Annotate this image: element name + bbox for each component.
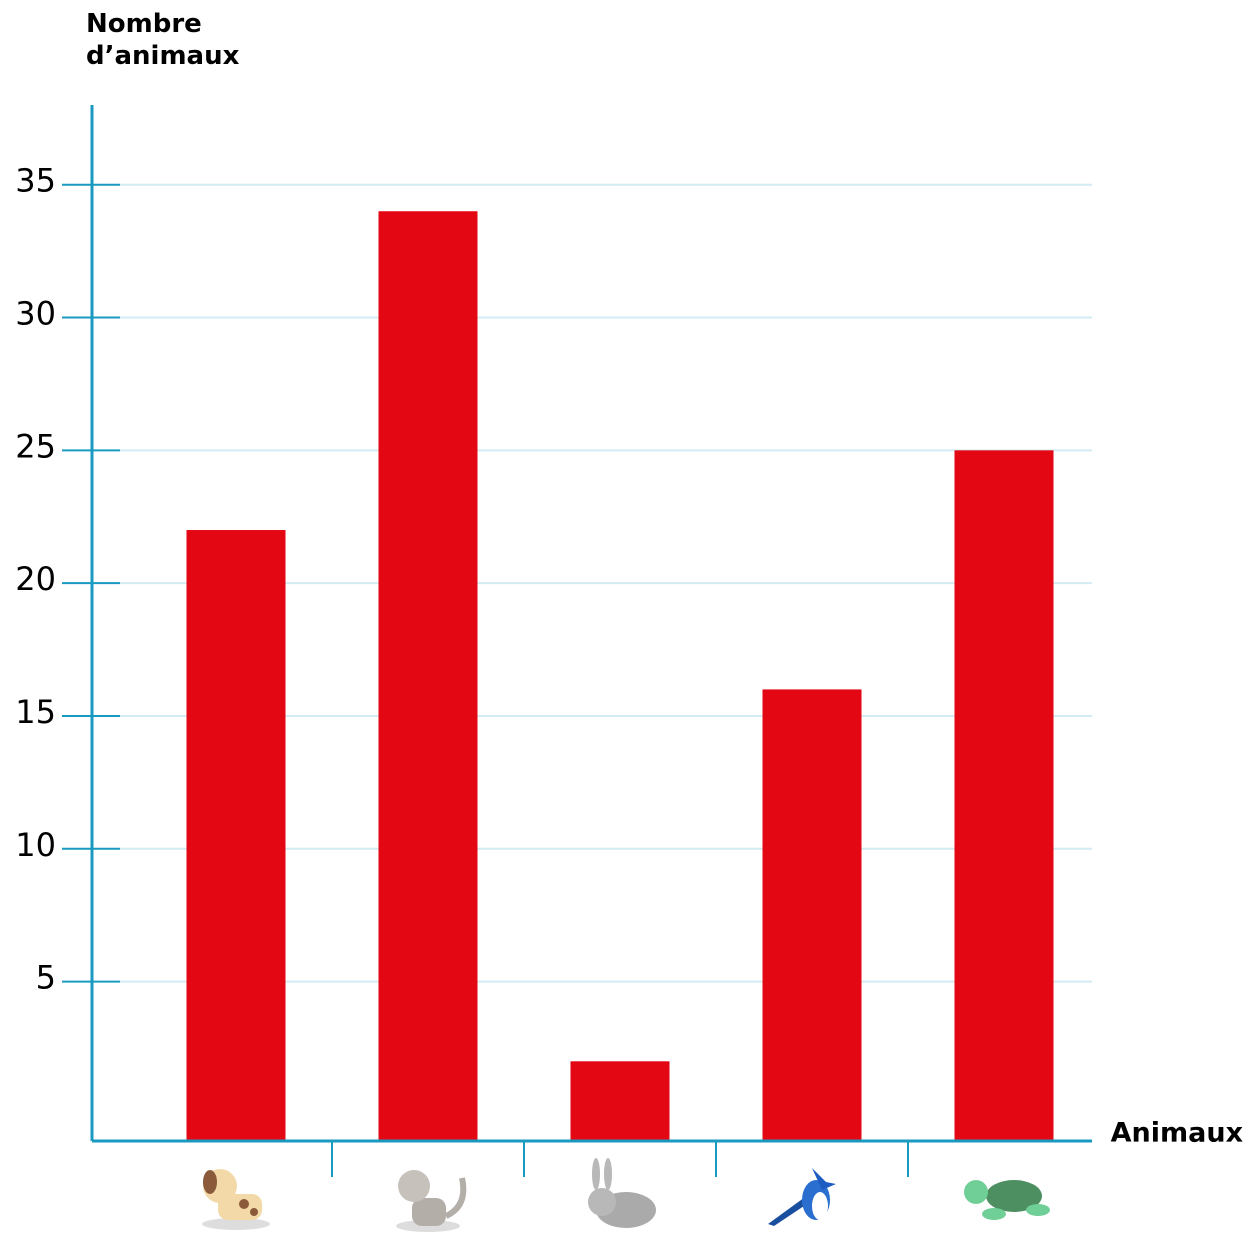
icon-part <box>203 1170 217 1194</box>
icon-part <box>812 1192 828 1220</box>
x-axis-label: Animaux <box>1111 1118 1243 1149</box>
y-tick-label: 10 <box>15 826 56 864</box>
icon-part <box>202 1218 270 1230</box>
bar <box>378 211 478 1141</box>
bar <box>762 689 862 1141</box>
bar <box>954 450 1054 1141</box>
y-tick-label: 35 <box>15 162 56 200</box>
icon-part <box>239 1199 249 1209</box>
y-tick-label: 15 <box>15 693 56 731</box>
icon-part <box>398 1170 430 1202</box>
y-tick-label: 25 <box>15 427 56 465</box>
icon-part <box>444 1177 467 1219</box>
category-icon <box>964 1180 1050 1220</box>
icon-part <box>588 1188 616 1216</box>
icon-part <box>812 1168 836 1190</box>
category-icon <box>202 1169 270 1230</box>
y-tick-label: 30 <box>15 295 56 333</box>
icon-part <box>982 1208 1006 1220</box>
y-tick-label: 5 <box>36 959 56 997</box>
icon-part <box>986 1180 1042 1212</box>
bar <box>570 1061 670 1141</box>
icon-part <box>964 1180 988 1204</box>
icon-part <box>604 1158 612 1190</box>
icon-part <box>250 1208 258 1216</box>
category-icon <box>588 1158 656 1228</box>
category-icon <box>768 1168 836 1226</box>
icon-part <box>1026 1204 1050 1216</box>
icon-part <box>592 1158 600 1190</box>
y-tick-label: 20 <box>15 560 56 598</box>
bar <box>186 530 286 1141</box>
category-icon <box>396 1170 467 1232</box>
icon-part <box>412 1198 446 1226</box>
y-axis-label: Nombre d’animaux <box>86 9 240 71</box>
